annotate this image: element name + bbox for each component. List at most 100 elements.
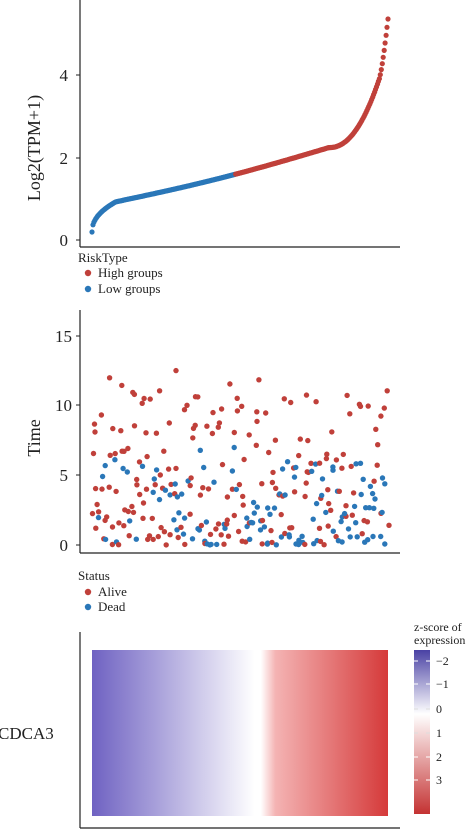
survival-point-dead <box>151 476 157 482</box>
survival-point-dead <box>278 534 285 540</box>
expression-point <box>380 54 386 60</box>
expression-point <box>382 40 388 46</box>
y-tick-label: 15 <box>55 327 72 346</box>
survival-point-dead <box>371 505 377 511</box>
survival-point-alive <box>254 418 260 425</box>
colorbar-tick-label: 2 <box>436 750 442 764</box>
expression-point <box>376 76 382 82</box>
y-ticks: 0 2 4 <box>60 66 80 250</box>
colorbar-tick-label: −2 <box>436 654 449 668</box>
survival-point-dead <box>286 534 293 540</box>
survival-point-dead <box>102 462 108 469</box>
colorbar-title-line2: expression <box>414 633 465 647</box>
survival-point-alive <box>118 428 124 434</box>
survival-point-alive <box>282 530 288 537</box>
survival-point-alive <box>333 457 340 463</box>
survival-point-dead <box>279 466 286 472</box>
survival-point-dead <box>369 490 376 497</box>
survival-point-dead <box>353 520 359 526</box>
survival-point-alive <box>254 409 260 415</box>
survival-point-alive <box>106 484 112 490</box>
survival-point-alive <box>146 533 153 539</box>
survival-point-alive <box>242 539 249 545</box>
survival-point-alive <box>348 463 354 470</box>
survival-point-dead <box>271 505 278 511</box>
survival-point-dead <box>323 509 329 516</box>
survival-point-alive <box>241 456 247 463</box>
survival-point-alive <box>325 487 331 493</box>
survival-point-dead <box>351 503 358 510</box>
survival-point-alive <box>321 542 327 548</box>
survival-point-dead <box>295 541 302 548</box>
survival-point-alive <box>229 486 236 492</box>
survival-point-alive <box>253 442 259 448</box>
survival-point-alive <box>259 481 265 487</box>
survival-point-dead <box>233 486 239 493</box>
survival-point-alive <box>99 486 105 492</box>
survival-point-dead <box>156 496 163 503</box>
survival-point-dead <box>172 481 178 487</box>
survival-point-alive <box>116 520 122 526</box>
panel-survival: 0 5 10 15 Time Status Alive Dead <box>24 310 400 614</box>
survival-point-dead <box>201 464 207 471</box>
survival-point-alive <box>234 408 241 414</box>
survival-point-alive <box>272 437 279 443</box>
survival-point-alive <box>209 430 216 437</box>
expression-points <box>89 16 391 235</box>
survival-point-alive <box>109 524 116 530</box>
survival-point-dead <box>282 492 288 498</box>
survival-point-alive <box>278 511 284 518</box>
survival-point-dead <box>358 491 364 498</box>
panel-expression: 0 2 4 Log2(TPM+1) RiskType High groups L… <box>24 0 400 296</box>
survival-point-dead <box>102 536 109 543</box>
legend-marker-alive <box>84 588 92 596</box>
survival-point-alive <box>115 542 122 548</box>
survival-point-alive <box>181 407 188 413</box>
survival-point-alive <box>168 481 174 488</box>
survival-point-alive <box>289 525 295 531</box>
colorbar-tick-label: 1 <box>436 726 442 740</box>
survival-point-alive <box>92 485 99 492</box>
survival-point-alive <box>95 509 102 515</box>
survival-point-dead <box>382 541 388 547</box>
expression-point <box>379 61 385 67</box>
survival-point-dead <box>341 510 348 517</box>
survival-point-alive <box>200 485 206 491</box>
colorbar-ticks: −2 −1 0 1 2 3 <box>414 654 449 787</box>
survival-point-alive <box>231 512 237 519</box>
survival-point-dead <box>264 540 271 546</box>
survival-point-dead <box>150 489 156 495</box>
survival-point-alive <box>89 510 96 517</box>
survival-point-alive <box>329 429 335 435</box>
survival-point-alive <box>269 539 275 546</box>
heatmap-row-label: CDCA3 <box>0 724 54 743</box>
survival-point-alive <box>207 531 214 538</box>
survival-point-alive <box>259 541 265 547</box>
survival-point-dead <box>299 533 305 539</box>
survival-point-alive <box>130 509 137 516</box>
survival-point-alive <box>350 490 357 496</box>
survival-point-alive <box>153 430 160 436</box>
expression-point <box>377 72 383 78</box>
survival-point-alive <box>349 512 355 518</box>
panel-heatmap: CDCA3 z-score of expression −2 −1 0 1 2 … <box>0 620 465 829</box>
survival-point-dead <box>261 524 268 530</box>
survival-point-alive <box>90 450 97 457</box>
survival-point-dead <box>330 528 336 534</box>
survival-point-dead <box>231 444 237 451</box>
survival-point-dead <box>267 511 273 517</box>
survival-point-alive <box>224 494 231 500</box>
survival-point-alive <box>333 533 339 540</box>
legend-entry-high: High groups <box>98 265 163 280</box>
survival-point-dead <box>347 534 353 540</box>
survival-point-alive <box>173 465 179 472</box>
survival-point-dead <box>179 491 185 497</box>
survival-point-alive <box>161 448 167 454</box>
survival-point-dead <box>339 539 345 545</box>
survival-point-alive <box>92 429 98 435</box>
survival-point-alive <box>110 425 116 432</box>
expression-point <box>384 24 390 30</box>
survival-point-alive <box>107 452 113 458</box>
survival-point-dead <box>372 496 378 502</box>
survival-point-alive <box>143 430 149 436</box>
